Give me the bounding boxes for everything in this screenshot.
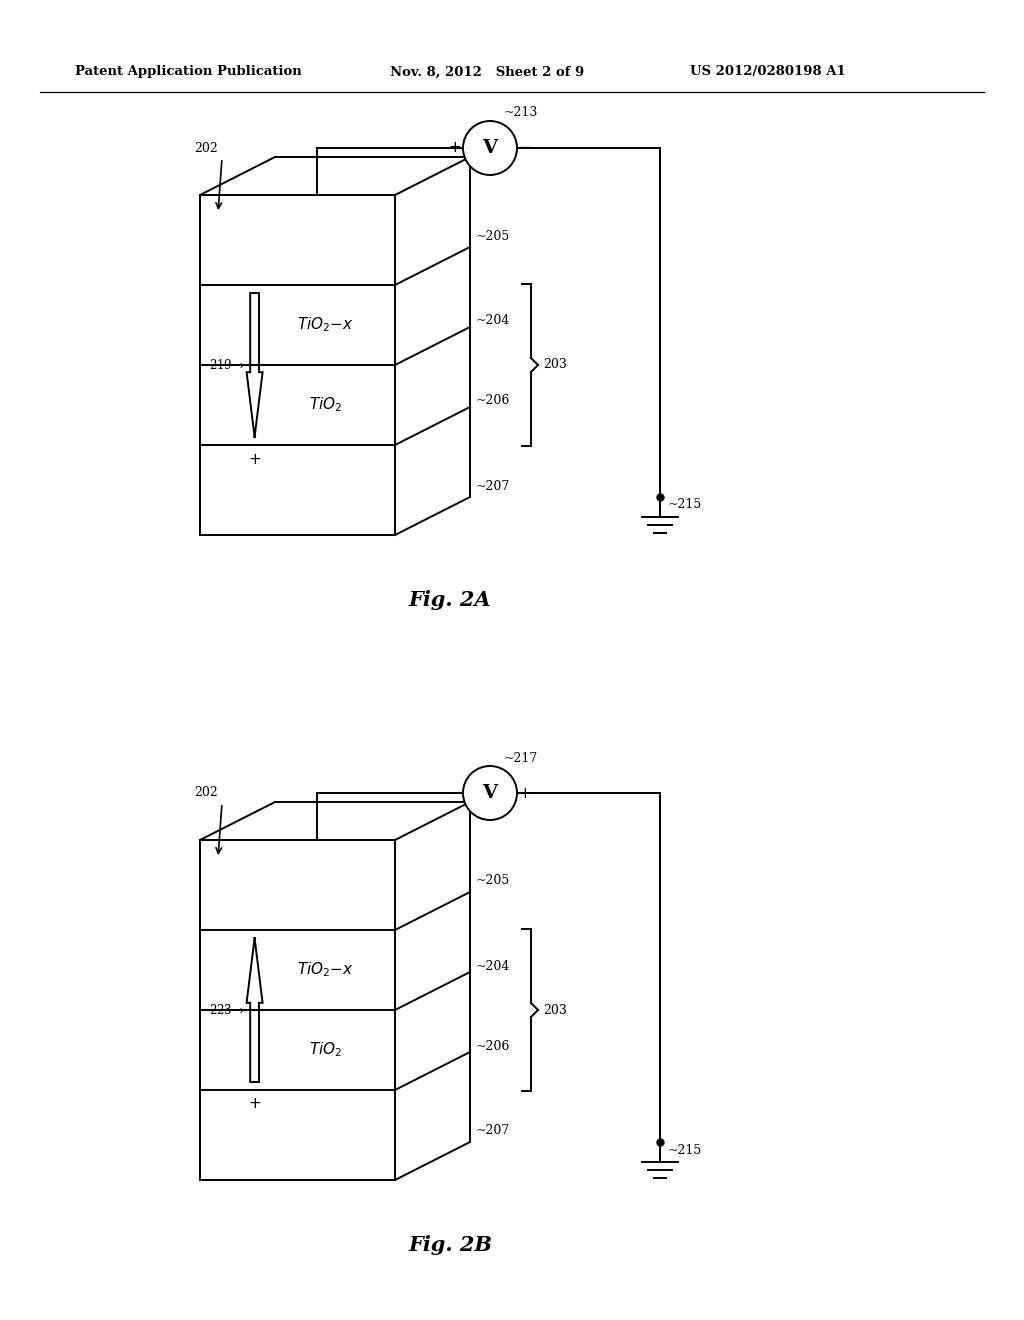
Text: 202: 202 <box>195 787 218 800</box>
Text: −: − <box>518 140 531 156</box>
Text: 202: 202 <box>195 141 218 154</box>
Circle shape <box>463 121 517 176</box>
Text: ~213: ~213 <box>504 107 539 120</box>
Text: 219$\rightarrow$: 219$\rightarrow$ <box>209 358 245 372</box>
Text: 203: 203 <box>543 359 567 371</box>
Text: ~204: ~204 <box>476 960 510 973</box>
Text: V: V <box>482 139 498 157</box>
Text: Fig. 2B: Fig. 2B <box>408 1236 492 1255</box>
Text: ~206: ~206 <box>476 395 510 408</box>
Text: ~217: ~217 <box>504 751 539 764</box>
Text: +: + <box>248 1097 261 1111</box>
Text: +: + <box>248 451 261 466</box>
Text: V: V <box>482 784 498 803</box>
Text: ~207: ~207 <box>476 479 510 492</box>
Text: $\mathit{TiO_{2}\mathit{-x}}$: $\mathit{TiO_{2}\mathit{-x}}$ <box>297 315 354 334</box>
Text: $\mathit{TiO_{2}}$: $\mathit{TiO_{2}}$ <box>309 396 342 414</box>
Text: 223$\rightarrow$: 223$\rightarrow$ <box>209 1003 245 1016</box>
Text: Patent Application Publication: Patent Application Publication <box>75 66 302 78</box>
Circle shape <box>463 766 517 820</box>
Text: US 2012/0280198 A1: US 2012/0280198 A1 <box>690 66 846 78</box>
Text: −: − <box>449 785 462 800</box>
Text: Fig. 2A: Fig. 2A <box>409 590 492 610</box>
Text: +: + <box>518 785 531 800</box>
Text: $\mathit{TiO_{2}\mathit{-x}}$: $\mathit{TiO_{2}\mathit{-x}}$ <box>297 961 354 979</box>
Text: ~215: ~215 <box>668 499 702 511</box>
Text: ~207: ~207 <box>476 1125 510 1138</box>
Text: ~204: ~204 <box>476 314 510 327</box>
Text: Nov. 8, 2012   Sheet 2 of 9: Nov. 8, 2012 Sheet 2 of 9 <box>390 66 585 78</box>
Text: ~215: ~215 <box>668 1143 702 1156</box>
Text: 203: 203 <box>543 1003 567 1016</box>
Text: ~205: ~205 <box>476 230 510 243</box>
Text: +: + <box>449 140 462 156</box>
Text: $\mathit{TiO_{2}}$: $\mathit{TiO_{2}}$ <box>309 1040 342 1060</box>
Text: ~205: ~205 <box>476 874 510 887</box>
Text: ~206: ~206 <box>476 1040 510 1052</box>
